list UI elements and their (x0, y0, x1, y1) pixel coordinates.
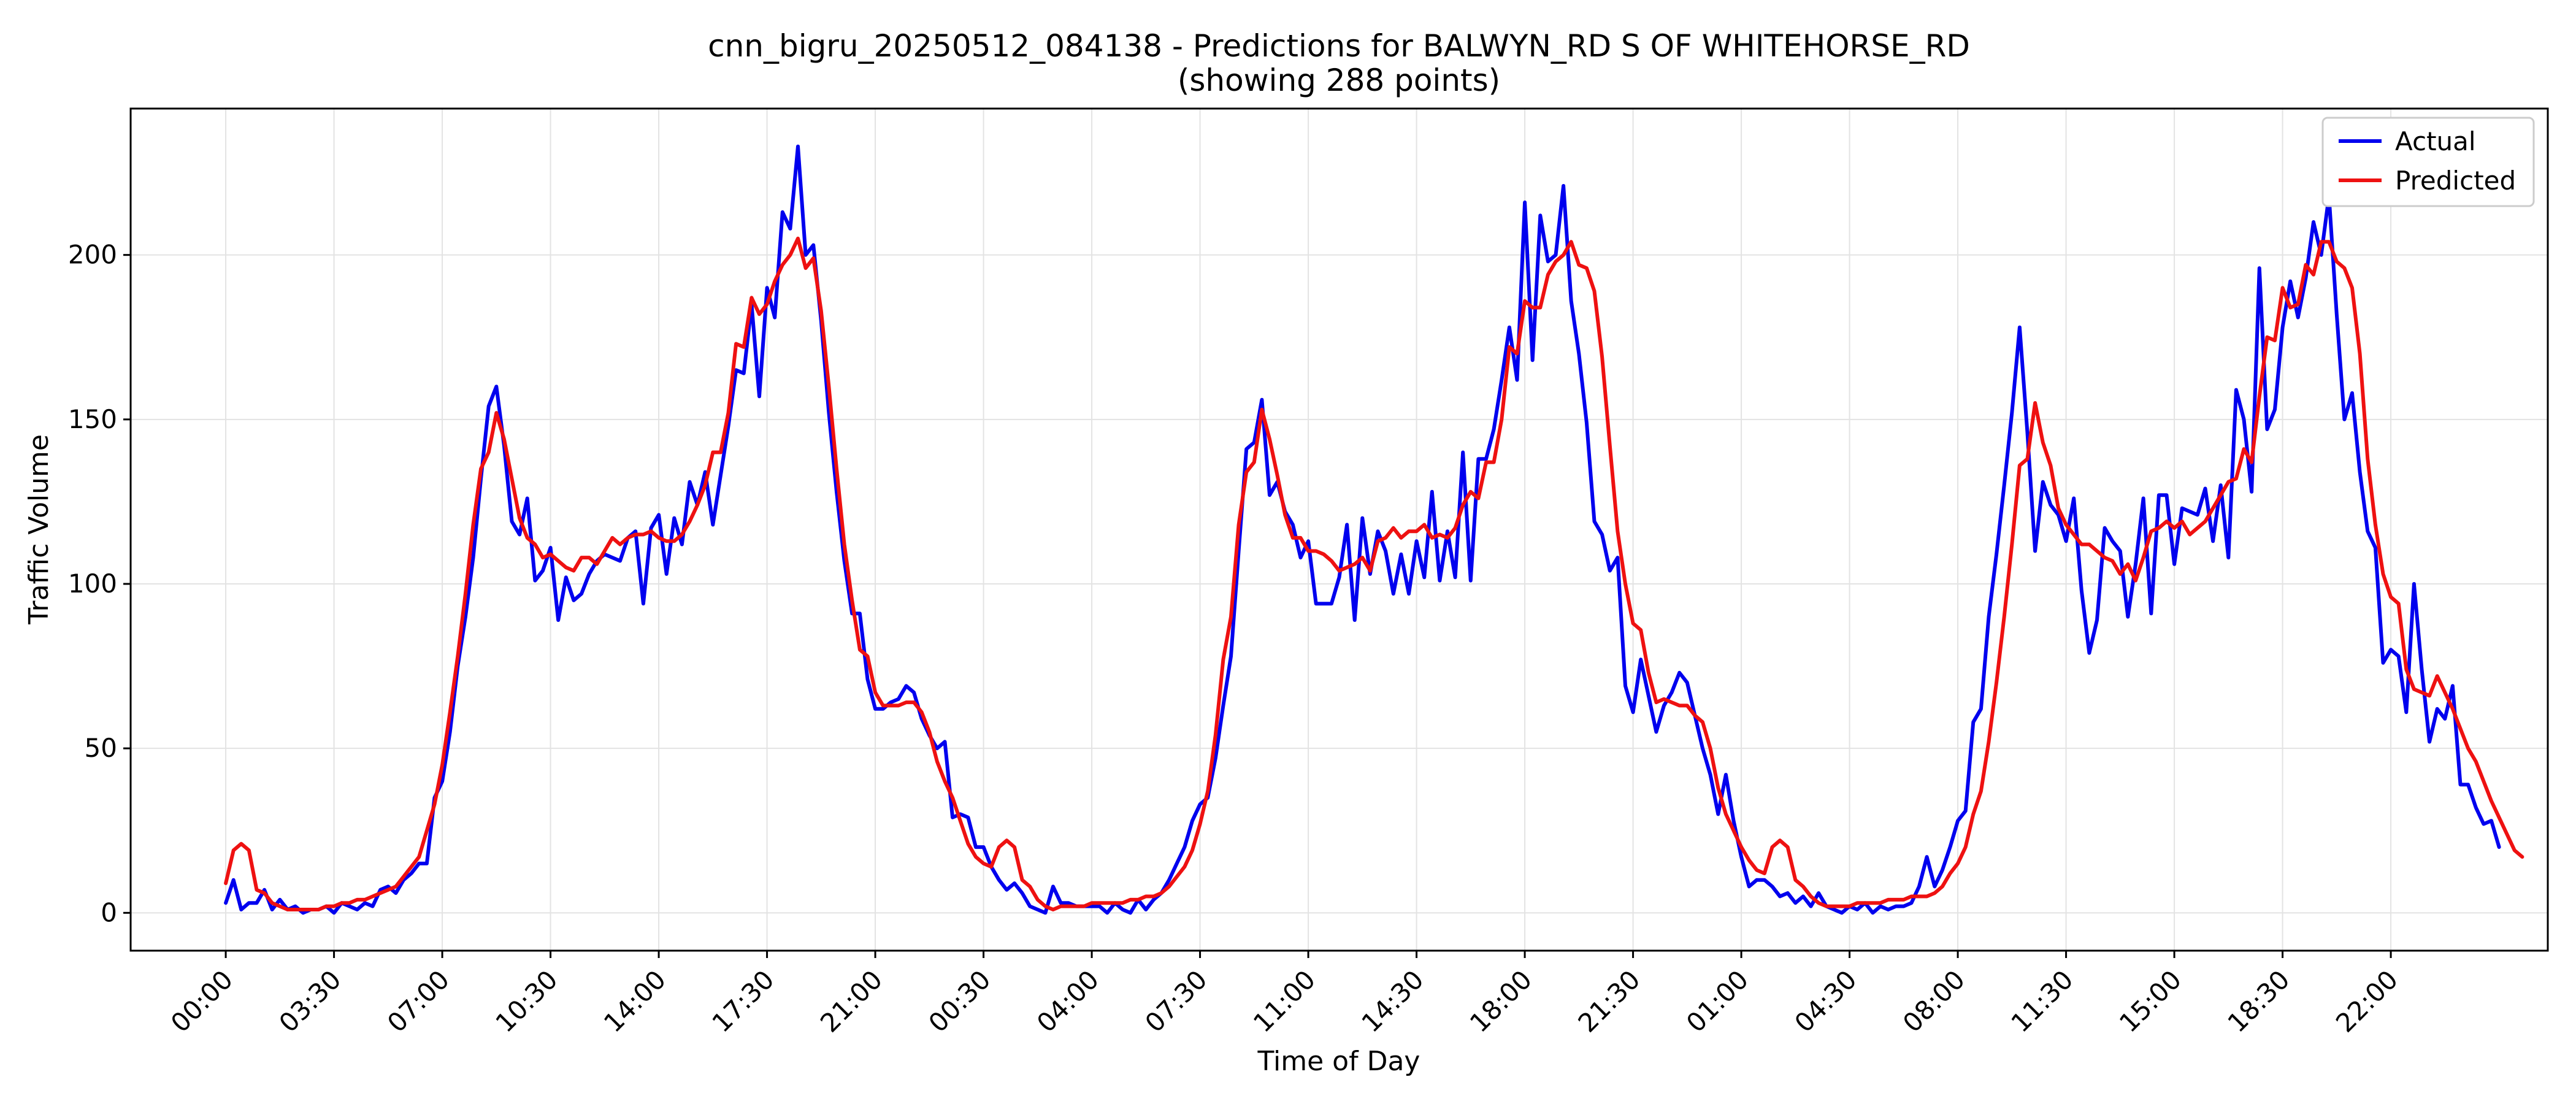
y-tick-label-2: 100 (68, 569, 117, 599)
series-lines (224, 144, 2524, 915)
y-tick-label-3: 150 (68, 404, 117, 434)
y-axis-label: Traffic Volume (23, 434, 55, 625)
chart-title: cnn_bigru_20250512_084138 - Predictions … (708, 28, 1970, 64)
chart-subtitle: (showing 288 points) (1178, 63, 1500, 98)
y-tick-label-0: 0 (101, 897, 117, 927)
y-axis-ticks: 0 50 100 150 200 (68, 240, 131, 927)
series-line-predicted (224, 236, 2524, 911)
x-axis-label: Time of Day (1257, 1046, 1420, 1077)
legend-label-actual: Actual (2395, 126, 2476, 156)
legend-label-predicted: Predicted (2395, 166, 2516, 196)
grid-lines (131, 109, 2548, 951)
y-tick-label-4: 200 (68, 240, 117, 270)
plot-frame (129, 107, 2549, 952)
y-tick-label-1: 50 (85, 733, 117, 763)
legend: Actual Predicted (2321, 117, 2535, 207)
